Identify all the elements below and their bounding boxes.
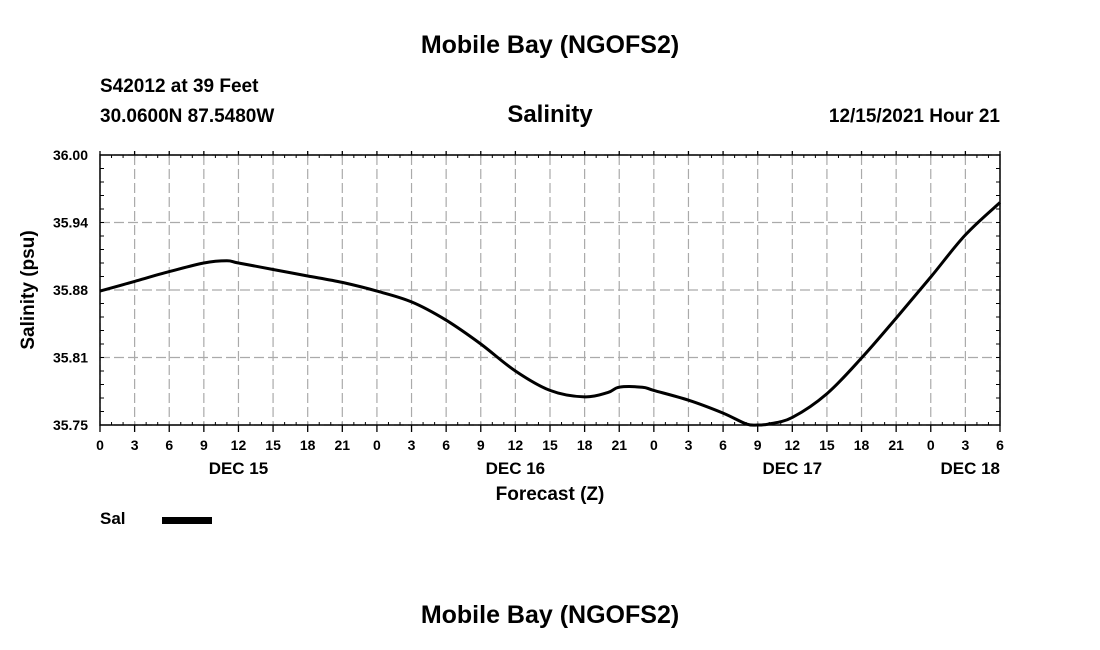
x-tick-label: 21 [335, 437, 351, 453]
series-line-sal [99, 201, 1002, 427]
x-tick-label: 0 [96, 437, 104, 453]
y-tick-label: 35.75 [53, 417, 88, 433]
x-date-label: DEC 16 [486, 459, 546, 478]
station-coordinates: 30.0600N 87.5480W [100, 106, 275, 127]
y-tick-label: 36.00 [53, 147, 88, 163]
x-tick-label: 12 [231, 437, 247, 453]
legend-line-sal [162, 517, 212, 524]
x-date-label: DEC 18 [940, 459, 1000, 478]
station-label: S42012 at 39 Feet [100, 76, 259, 97]
x-tick-label: 9 [477, 437, 485, 453]
x-tick-label: 3 [131, 437, 139, 453]
x-date-label: DEC 17 [763, 459, 823, 478]
x-tick-label: 18 [854, 437, 870, 453]
y-axis-title: Salinity (psu) [18, 230, 39, 349]
x-tick-label: 3 [408, 437, 416, 453]
page-title: Mobile Bay (NGOFS2) [420, 31, 680, 59]
x-tick-label: 9 [754, 437, 762, 453]
x-tick-label: 6 [165, 437, 173, 453]
x-tick-label: 21 [611, 437, 627, 453]
x-tick-label: 15 [819, 437, 835, 453]
x-tick-label: 6 [996, 437, 1004, 453]
x-tick-label: 6 [442, 437, 450, 453]
x-tick-label: 15 [265, 437, 281, 453]
y-tick-label: 35.88 [53, 282, 88, 298]
x-tick-label: 12 [508, 437, 524, 453]
x-tick-label: 9 [200, 437, 208, 453]
y-tick-label: 35.94 [53, 215, 88, 231]
legend-label: Sal [100, 509, 126, 528]
x-date-label: DEC 15 [209, 459, 269, 478]
chart-title: Salinity [507, 101, 593, 128]
x-tick-label: 6 [719, 437, 727, 453]
x-axis-title: Forecast (Z) [496, 484, 605, 505]
bottom-title: Mobile Bay (NGOFS2) [420, 601, 680, 629]
x-tick-label: 3 [961, 437, 969, 453]
y-tick-label: 35.81 [53, 350, 88, 366]
x-tick-label: 0 [927, 437, 935, 453]
x-tick-label: 12 [785, 437, 801, 453]
x-tick-label: 0 [373, 437, 381, 453]
x-tick-label: 18 [577, 437, 593, 453]
x-tick-label: 3 [685, 437, 693, 453]
x-tick-label: 15 [542, 437, 558, 453]
forecast-datetime: 12/15/2021 Hour 21 [828, 106, 1000, 127]
x-tick-label: 18 [300, 437, 316, 453]
x-tick-label: 0 [650, 437, 658, 453]
x-tick-label: 21 [888, 437, 904, 453]
